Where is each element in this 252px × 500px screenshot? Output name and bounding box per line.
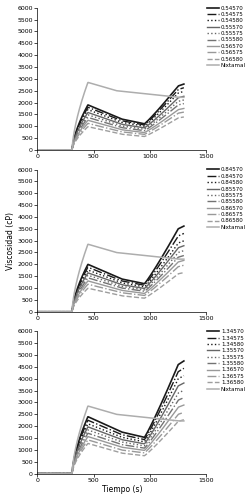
Legend: 0.84570, 0.84570, 0.84580, 0.85570, 0.85575, 0.85580, 0.86570, 0.86575, 0.86580,: 0.84570, 0.84570, 0.84580, 0.85570, 0.85… — [206, 167, 246, 230]
Legend: 0.54570, 0.54575, 0.54580, 0.55570, 0.55575, 0.55580, 0.56570, 0.56575, 0.56580,: 0.54570, 0.54575, 0.54580, 0.55570, 0.55… — [206, 5, 246, 68]
Y-axis label: Viscosidad (cP): Viscosidad (cP) — [6, 212, 15, 270]
X-axis label: Tiempo (s): Tiempo (s) — [102, 486, 142, 494]
Legend: 1.34570, 1.34575, 1.34580, 1.35570, 1.35575, 1.35580, 1.36570, 1.36575, 1.36580,: 1.34570, 1.34575, 1.34580, 1.35570, 1.35… — [206, 328, 246, 392]
